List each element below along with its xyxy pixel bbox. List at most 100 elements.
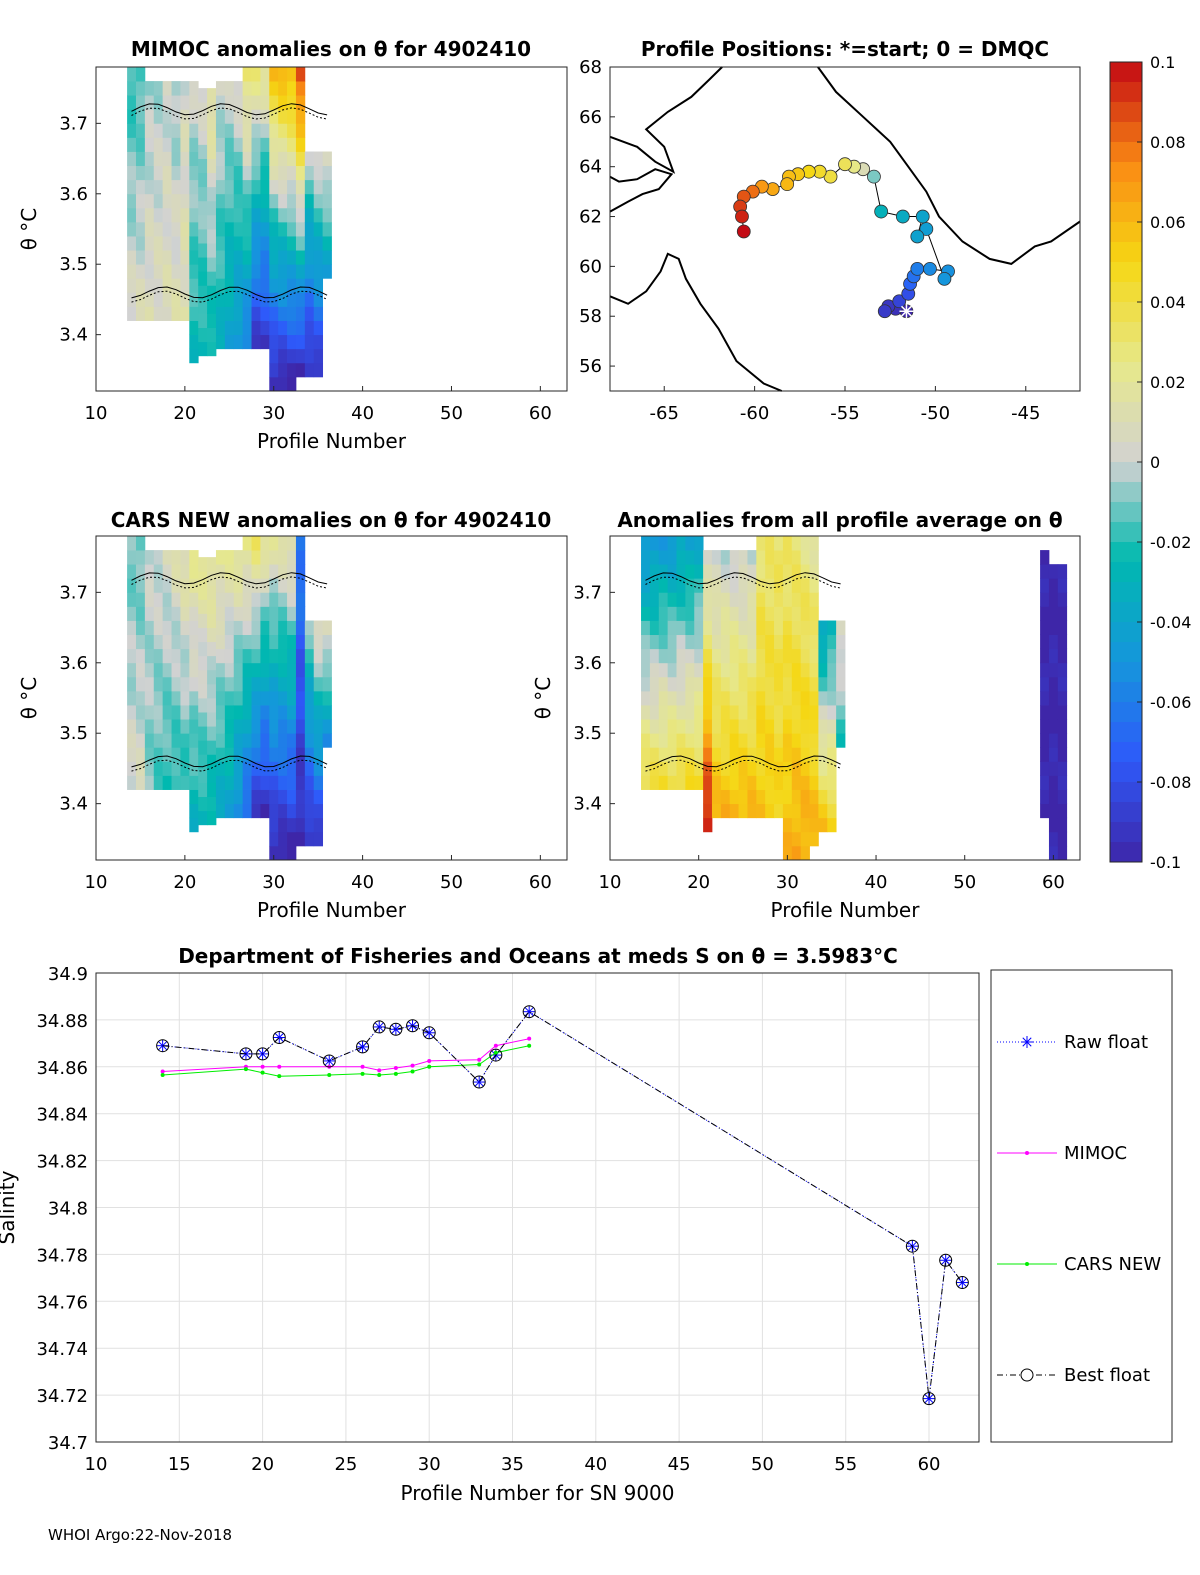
- cars-cell: [135, 648, 146, 664]
- allprofile-cell: [756, 634, 766, 650]
- allprofile-cell: [729, 761, 739, 776]
- cars-cell: [144, 606, 155, 621]
- allprofile-cell: [782, 775, 793, 790]
- allprofile-cell: [711, 592, 722, 607]
- mimoc-cell: [162, 221, 172, 237]
- allprofile-cell: [818, 733, 828, 748]
- cars-cell: [224, 648, 235, 664]
- mimoc-cell: [127, 292, 137, 307]
- allprofile-cell: [641, 592, 651, 607]
- cars-xtick-label: 60: [529, 872, 552, 893]
- colorbar-segment: [1110, 502, 1142, 523]
- mimoc-cell: [127, 67, 137, 82]
- allprofile-cell: [667, 690, 677, 706]
- cars-cell: [127, 578, 137, 593]
- allprofile-cell: [1040, 648, 1050, 664]
- colorbar-segment: [1110, 382, 1142, 403]
- colorbar-segment: [1110, 242, 1142, 263]
- cars-cell: [313, 676, 324, 692]
- cars-cell: [233, 606, 244, 621]
- cars-contour-dotted: [131, 576, 328, 589]
- legend-label-cars: CARS NEW: [1064, 1254, 1161, 1275]
- legend-marker-raw: [1022, 1037, 1032, 1047]
- map-ytick-label: 68: [579, 57, 602, 78]
- series-line-best: [162, 1011, 963, 1399]
- allprofile-cell: [711, 648, 722, 664]
- cars-cell: [287, 662, 297, 678]
- allprofile-cell: [818, 705, 828, 720]
- colorbar-segment: [1110, 562, 1142, 583]
- allprofile-cell: [658, 648, 669, 664]
- cars-panel-title: CARS NEW anomalies on θ for 4902410: [111, 508, 552, 532]
- allprofile-cell: [774, 536, 784, 551]
- allprofile-cell: [729, 690, 739, 706]
- mimoc-cell: [322, 236, 332, 251]
- colorbar-segment: [1110, 522, 1142, 543]
- cars-cell: [207, 810, 217, 826]
- allprofile-cell: [685, 550, 695, 565]
- mimoc-xtick-label: 20: [173, 403, 196, 424]
- allprofile-cell: [1057, 564, 1068, 579]
- mimoc-cell: [251, 207, 261, 223]
- mimoc-cell: [180, 123, 190, 138]
- mimoc-cell: [189, 95, 199, 110]
- allprofile-cell: [685, 634, 695, 650]
- allprofile-cell: [809, 747, 819, 762]
- cars-cell: [215, 578, 226, 593]
- cars-cell: [224, 634, 235, 650]
- allprofile-cell: [800, 620, 810, 636]
- profile-position-marker: [838, 157, 852, 172]
- allprofile-cell: [711, 662, 722, 678]
- cars-cell: [180, 705, 190, 720]
- cars-xtick-label: 40: [351, 872, 374, 893]
- allprofile-cell: [791, 747, 802, 762]
- cars-cell: [295, 578, 306, 593]
- mimoc-cell: [251, 123, 261, 138]
- allprofile-cell: [765, 775, 775, 790]
- allprofile-cell: [1057, 620, 1068, 636]
- allprofile-cell: [703, 550, 713, 565]
- best-float-point: [322, 1054, 336, 1068]
- allprofile-cell: [711, 733, 722, 748]
- cars-cell: [269, 550, 279, 565]
- cars-cell: [162, 690, 172, 706]
- cars-cell: [162, 733, 172, 748]
- mimoc-cell: [295, 165, 306, 181]
- allprofile-cell: [782, 831, 793, 847]
- allprofile-cell: [685, 705, 695, 720]
- mimoc-cell: [224, 264, 235, 279]
- mimoc-cell: [260, 320, 270, 336]
- mimoc-cell: [295, 334, 306, 350]
- mimoc-cell: [171, 123, 181, 138]
- mimoc-cell: [162, 278, 172, 293]
- allprofile-cell: [729, 564, 739, 579]
- mimoc-cell: [295, 250, 306, 265]
- best-float-point: [422, 1026, 436, 1040]
- allprofile-cell: [782, 620, 793, 636]
- cars-cell: [198, 754, 208, 769]
- allprofile-cell: [774, 592, 784, 607]
- allprofile-cell: [836, 634, 846, 650]
- mimoc-cell: [189, 278, 199, 293]
- cars-cell: [162, 648, 172, 664]
- allprofile-cell: [694, 536, 704, 551]
- cars-cell: [278, 648, 288, 664]
- cars-cell: [171, 719, 181, 734]
- mimoc-cell: [162, 123, 172, 138]
- mimoc-cell: [207, 158, 217, 174]
- cars-axes-box: [95, 535, 568, 861]
- allprofile-cell: [694, 705, 704, 720]
- allprofile-cell: [756, 620, 766, 636]
- cars-cell: [153, 620, 164, 636]
- mimoc-cell: [153, 236, 164, 251]
- allprofile-cell: [827, 676, 837, 692]
- allprofile-cell: [836, 648, 846, 664]
- cars-cell: [207, 782, 217, 798]
- mimoc-cell: [260, 67, 270, 82]
- map-ytick-label: 60: [579, 256, 602, 277]
- cars-cell: [198, 810, 208, 826]
- colorbar-segment: [1110, 622, 1142, 643]
- mimoc-xtick-label: 40: [351, 403, 374, 424]
- cars-cell: [233, 550, 244, 565]
- salinity-xlabel: Profile Number for SN 9000: [400, 1481, 674, 1505]
